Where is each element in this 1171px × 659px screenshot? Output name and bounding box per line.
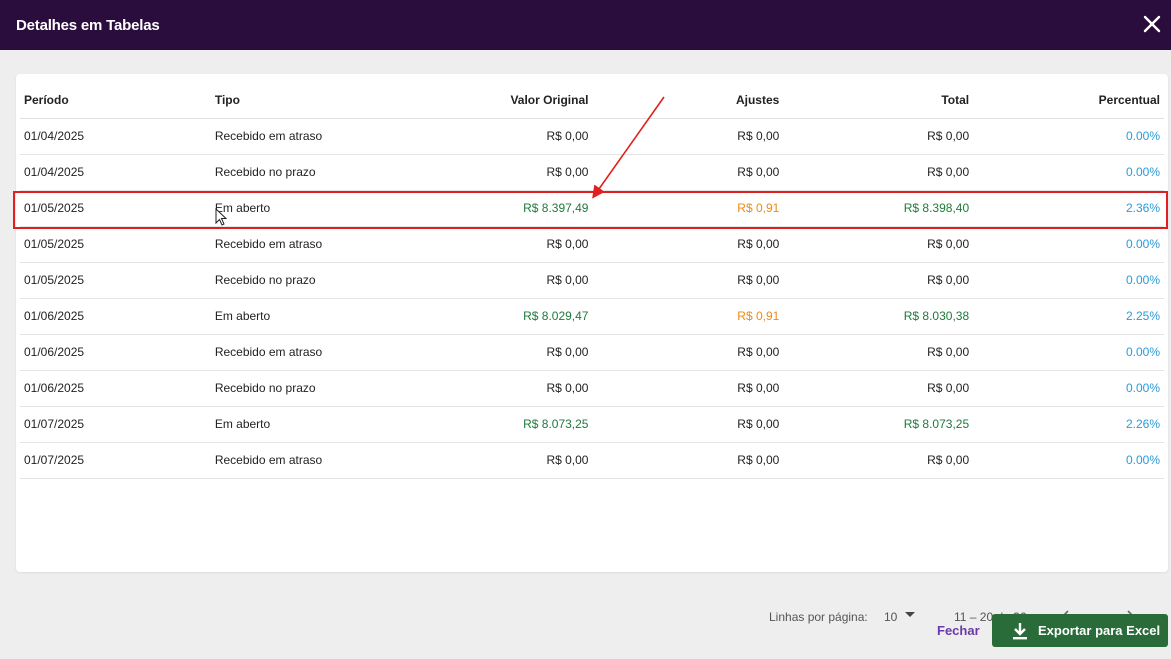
cell-periodo: 01/06/2025 (20, 334, 211, 371)
table-row[interactable]: 01/06/2025 Recebido no prazo R$ 0,00 R$ 0,0… (20, 370, 1164, 407)
cell-tipo: Em aberto (210, 190, 402, 227)
cell-total: R$ 0,00 (783, 370, 974, 407)
col-ajustes[interactable]: Ajustes (592, 82, 784, 119)
close-button[interactable]: Fechar (937, 623, 980, 638)
export-excel-button[interactable]: Exportar para Excel (992, 614, 1168, 647)
cell-periodo: 01/06/2025 (20, 370, 211, 407)
cell-percentual: 0.00% (973, 370, 1164, 407)
cell-percentual: 2.36% (973, 190, 1164, 227)
cell-total: R$ 0,00 (783, 118, 974, 155)
cell-ajustes: R$ 0,00 (592, 226, 784, 263)
cell-total: R$ 0,00 (783, 154, 974, 191)
cell-total: R$ 8.398,40 (783, 190, 974, 227)
col-total[interactable]: Total (783, 82, 974, 119)
cell-total: R$ 8.073,25 (783, 406, 974, 443)
col-valor-original[interactable]: Valor Original (401, 82, 593, 119)
cell-tipo: Recebido em atraso (210, 226, 402, 263)
cell-valor-original: R$ 0,00 (401, 334, 593, 371)
cell-total: R$ 0,00 (783, 226, 974, 263)
cell-periodo: 01/04/2025 (20, 154, 211, 191)
cell-ajustes: R$ 0,00 (592, 442, 784, 479)
cell-periodo: 01/07/2025 (20, 406, 211, 443)
cell-ajustes: R$ 0,00 (592, 406, 784, 443)
cell-percentual: 0.00% (973, 154, 1164, 191)
table-row[interactable]: 01/07/2025 Recebido em atraso R$ 0,00 R$ 0,… (20, 442, 1164, 479)
table-row[interactable]: 01/07/2025 Em aberto R$ 8.073,25 R$ 0,00 R$ … (20, 406, 1164, 443)
cell-ajustes: R$ 0,00 (592, 370, 784, 407)
table-row[interactable]: 01/06/2025 Em aberto R$ 8.029,47 R$ 0,91 R$ … (20, 298, 1164, 335)
table-row[interactable]: 01/05/2025 Recebido em atraso R$ 0,00 R$ 0,… (20, 226, 1164, 263)
table-row[interactable]: 01/05/2025 Recebido no prazo R$ 0,00 R$ 0,0… (20, 262, 1164, 299)
cell-ajustes: R$ 0,00 (592, 334, 784, 371)
cell-tipo: Em aberto (210, 406, 402, 443)
cell-periodo: 01/05/2025 (20, 262, 211, 299)
cell-percentual: 0.00% (973, 334, 1164, 371)
cell-valor-original: R$ 0,00 (401, 154, 593, 191)
cell-total: R$ 0,00 (783, 262, 974, 299)
cell-valor-original: R$ 0,00 (401, 262, 593, 299)
cell-ajustes: R$ 0,00 (592, 154, 784, 191)
cell-ajustes: R$ 0,91 (592, 190, 784, 227)
cell-valor-original: R$ 0,00 (401, 118, 593, 155)
table-row[interactable]: 01/04/2025 Recebido no prazo R$ 0,00 R$ 0,0… (20, 154, 1164, 191)
cell-tipo: Em aberto (210, 298, 402, 335)
cell-total: R$ 0,00 (783, 442, 974, 479)
cell-percentual: 0.00% (973, 442, 1164, 479)
col-percentual[interactable]: Percentual (973, 82, 1164, 119)
cell-periodo: 01/05/2025 (20, 226, 211, 263)
cell-ajustes: R$ 0,91 (592, 298, 784, 335)
cell-periodo: 01/06/2025 (20, 298, 211, 335)
cell-percentual: 0.00% (973, 226, 1164, 263)
rows-per-page-select[interactable]: 10 (884, 610, 898, 624)
cell-percentual: 0.00% (973, 118, 1164, 155)
col-periodo[interactable]: Período (20, 82, 211, 119)
col-tipo[interactable]: Tipo (210, 82, 402, 119)
cell-valor-original: R$ 0,00 (401, 226, 593, 263)
cell-tipo: Recebido no prazo (210, 370, 402, 407)
cell-valor-original: R$ 8.073,25 (401, 406, 593, 443)
cell-tipo: Recebido no prazo (210, 262, 402, 299)
export-excel-label: Exportar para Excel (1038, 623, 1161, 638)
cell-tipo: Recebido no prazo (210, 154, 402, 191)
cell-periodo: 01/05/2025 (20, 190, 211, 227)
cell-total: R$ 0,00 (783, 334, 974, 371)
cell-percentual: 2.25% (973, 298, 1164, 335)
table-row[interactable]: 01/06/2025 Recebido em atraso R$ 0,00 R$ 0,… (20, 334, 1164, 371)
download-icon (1013, 622, 1027, 639)
cell-total: R$ 8.030,38 (783, 298, 974, 335)
table-header-row: Período Tipo Valor Original Ajustes Tota… (20, 82, 1164, 119)
cell-valor-original: R$ 0,00 (401, 442, 593, 479)
cell-percentual: 0.00% (973, 262, 1164, 299)
table-row[interactable]: 01/04/2025 Recebido em atraso R$ 0,00 R$ 0,… (20, 118, 1164, 155)
cell-valor-original: R$ 0,00 (401, 370, 593, 407)
cell-tipo: Recebido em atraso (210, 442, 402, 479)
table-card: Período Tipo Valor Original Ajustes Tota… (16, 74, 1168, 624)
cell-tipo: Recebido em atraso (210, 334, 402, 371)
cell-valor-original: R$ 8.397,49 (401, 190, 593, 227)
cell-periodo: 01/04/2025 (20, 118, 211, 155)
dialog-title: Detalhes em Tabelas (16, 16, 160, 34)
rows-per-page-label: Linhas por página: (769, 610, 868, 624)
close-icon[interactable] (1139, 11, 1165, 37)
cell-valor-original: R$ 8.029,47 (401, 298, 593, 335)
cell-ajustes: R$ 0,00 (592, 262, 784, 299)
cell-periodo: 01/07/2025 (20, 442, 211, 479)
caret-down-icon[interactable] (904, 609, 916, 621)
table-row[interactable]: 01/05/2025 Em aberto R$ 8.397,49 R$ 0,91 R$ … (20, 190, 1164, 227)
dialog-header: Detalhes em Tabelas (0, 0, 1171, 50)
details-table: Período Tipo Valor Original Ajustes Tota… (20, 82, 1164, 479)
cell-tipo: Recebido em atraso (210, 118, 402, 155)
cell-ajustes: R$ 0,00 (592, 118, 784, 155)
cell-percentual: 2.26% (973, 406, 1164, 443)
